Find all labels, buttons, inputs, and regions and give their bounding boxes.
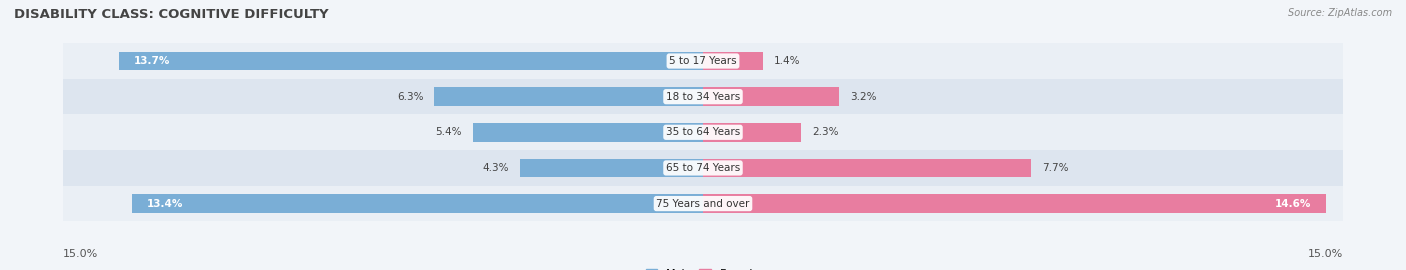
Text: 14.6%: 14.6% xyxy=(1274,198,1310,209)
Text: 65 to 74 Years: 65 to 74 Years xyxy=(666,163,740,173)
Bar xyxy=(472,123,703,141)
Bar xyxy=(703,159,1032,177)
Text: DISABILITY CLASS: COGNITIVE DIFFICULTY: DISABILITY CLASS: COGNITIVE DIFFICULTY xyxy=(14,8,329,21)
Text: 7.7%: 7.7% xyxy=(1042,163,1069,173)
Text: 1.4%: 1.4% xyxy=(773,56,800,66)
Text: 6.3%: 6.3% xyxy=(396,92,423,102)
Text: 4.3%: 4.3% xyxy=(482,163,509,173)
Bar xyxy=(703,52,762,70)
Bar xyxy=(63,150,1343,186)
Bar xyxy=(63,79,1343,114)
Bar xyxy=(703,194,1326,213)
Text: Source: ZipAtlas.com: Source: ZipAtlas.com xyxy=(1288,8,1392,18)
Legend: Male, Female: Male, Female xyxy=(641,264,765,270)
Bar xyxy=(63,186,1343,221)
Text: 15.0%: 15.0% xyxy=(1308,249,1343,259)
Bar xyxy=(118,52,703,70)
Bar xyxy=(63,43,1343,79)
Text: 18 to 34 Years: 18 to 34 Years xyxy=(666,92,740,102)
Text: 35 to 64 Years: 35 to 64 Years xyxy=(666,127,740,137)
Bar xyxy=(132,194,703,213)
Text: 75 Years and over: 75 Years and over xyxy=(657,198,749,209)
Bar xyxy=(703,123,801,141)
Bar xyxy=(520,159,703,177)
Bar xyxy=(703,87,839,106)
Bar xyxy=(434,87,703,106)
Text: 2.3%: 2.3% xyxy=(811,127,838,137)
Text: 15.0%: 15.0% xyxy=(63,249,98,259)
Text: 5 to 17 Years: 5 to 17 Years xyxy=(669,56,737,66)
Text: 13.7%: 13.7% xyxy=(134,56,170,66)
Bar xyxy=(63,114,1343,150)
Text: 3.2%: 3.2% xyxy=(851,92,876,102)
Text: 13.4%: 13.4% xyxy=(146,198,183,209)
Text: 5.4%: 5.4% xyxy=(436,127,463,137)
